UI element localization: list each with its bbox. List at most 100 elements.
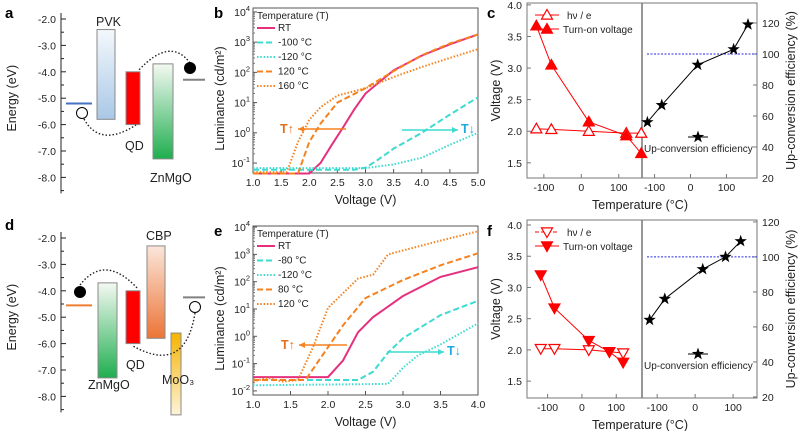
y2-tick-label: 60 xyxy=(762,322,774,334)
triangle-marker xyxy=(544,58,558,70)
y-tick-label: 4.0 xyxy=(507,220,522,232)
x-tick-label: 100 xyxy=(718,182,736,194)
y-tick-label: 4.0 xyxy=(507,0,522,12)
band-label: ZnMgO xyxy=(88,378,130,392)
legend-label: Up-conversion efficiency xyxy=(644,361,753,372)
x-tick-label: 0 xyxy=(578,182,584,194)
star-marker xyxy=(691,130,705,143)
exponent: 4 xyxy=(246,4,250,13)
y2-tick-label: 120 xyxy=(762,18,780,30)
x-tick-label: -100 xyxy=(533,182,554,194)
y2-tick-label: 80 xyxy=(762,287,774,299)
band-label: ZnMgO xyxy=(150,171,192,185)
y2-tick-label: 20 xyxy=(762,392,774,404)
panel-b: b1.0 1.5 2.0 2.5 3.0 3.5 4.0 4.5 5.010-110010110… xyxy=(213,4,485,207)
triangle-marker xyxy=(534,270,548,282)
y-tick-label: -5.0 xyxy=(38,93,56,105)
x-axis-label: Voltage (V) xyxy=(335,193,397,207)
temperature-increase-label: T↑ xyxy=(281,338,295,352)
band-qd xyxy=(125,71,141,126)
y2-tick-label: 100 xyxy=(762,252,780,264)
exponent: 0 xyxy=(246,328,250,337)
triangle-marker xyxy=(529,122,543,134)
series-line-120C xyxy=(253,131,479,170)
band-label: PVK xyxy=(96,15,122,29)
legend-label: Up-conversion efficiency xyxy=(644,144,753,155)
x-tick-label: 0 xyxy=(688,182,694,194)
x-tick-label: -100 xyxy=(647,402,668,414)
star-marker xyxy=(658,292,671,305)
band-qd xyxy=(125,290,141,345)
band-znmgo xyxy=(97,282,118,379)
y-tick-label: 1.5 xyxy=(507,376,522,388)
triangle-marker xyxy=(616,357,630,370)
triangle-marker xyxy=(582,335,596,348)
y-tick-label: -7.0 xyxy=(38,146,56,158)
legend-label: 80 °C xyxy=(278,285,303,296)
y-tick-label: -8.0 xyxy=(38,172,56,184)
x-tick-label: 2.5 xyxy=(330,177,345,189)
star-marker xyxy=(655,98,668,111)
band-label: QD xyxy=(125,139,144,153)
y2-tick-label: 80 xyxy=(762,80,774,92)
star-marker xyxy=(727,42,740,55)
triangle-marker xyxy=(634,146,648,159)
panel-label: f xyxy=(487,223,493,240)
electron-icon xyxy=(184,62,196,74)
x-tick-label: 100 xyxy=(724,402,742,414)
exponent: 2 xyxy=(246,274,250,283)
star-marker xyxy=(719,250,732,263)
triangle-marker xyxy=(634,126,648,138)
series-line-RT xyxy=(253,266,479,379)
arrowhead-icon xyxy=(438,349,444,355)
exponent: -2 xyxy=(243,383,250,392)
x-tick-label: 1.0 xyxy=(246,177,261,189)
band-label: CBP xyxy=(146,229,172,243)
x-tick-label: 2.5 xyxy=(358,399,373,411)
y-tick-label: 100 xyxy=(234,328,250,343)
x-tick-label: 4.5 xyxy=(443,177,458,189)
y-axis-label: Energy (eV) xyxy=(5,284,19,351)
y-tick-label: 2.0 xyxy=(507,126,522,138)
panel-label: b xyxy=(214,5,223,22)
y-tick-label: 3.0 xyxy=(507,282,522,294)
y-tick-label: -8.0 xyxy=(38,391,56,403)
y-tick-label: -7.0 xyxy=(38,365,56,377)
series-line-80C xyxy=(253,252,479,381)
x-tick-label: 1.0 xyxy=(246,399,261,411)
exponent: -1 xyxy=(243,155,250,164)
y-tick-label: 104 xyxy=(234,219,250,234)
x-tick-label: -100 xyxy=(537,402,558,414)
arrowhead-icon xyxy=(452,127,458,133)
y-tick-label: 3.5 xyxy=(507,31,522,43)
panel-d: d -2.0 -3.0 -4.0 -5.0 -6.0 -7.0 -8.0 Energy (eV)… xyxy=(5,217,205,416)
panel-label: a xyxy=(5,5,14,22)
series-line-RT xyxy=(253,33,479,175)
y-axis-label: Voltage (V) xyxy=(489,278,503,340)
y-tick-label: 100 xyxy=(234,125,250,140)
triangle-marker xyxy=(540,227,554,239)
panel-a: a -2.0 -3.0 -4.0 -5.0 -6.0 -7.0 -8.0 Energy (eV)… xyxy=(5,5,205,194)
y-tick-label: 2.5 xyxy=(507,314,522,326)
panel-label: e xyxy=(214,223,222,240)
y-tick-label: 101 xyxy=(234,95,250,110)
x-tick-label: 100 xyxy=(607,402,625,414)
series-line-120C xyxy=(253,33,479,175)
y-axis-label: Luminance (cd/m²) xyxy=(213,266,227,370)
y2-tick-label: 100 xyxy=(762,49,780,61)
y-axis-label: Luminance (cd/m²) xyxy=(213,46,227,150)
exponent: -1 xyxy=(243,356,250,365)
triangle-marker xyxy=(529,19,543,31)
x-tick-label: 4.0 xyxy=(414,177,429,189)
series-line-120C xyxy=(252,230,479,383)
triangle-marker xyxy=(540,241,554,253)
series-line xyxy=(649,240,742,321)
y-tick-label: -2.0 xyxy=(38,233,56,245)
star-marker xyxy=(696,262,709,275)
y2-tick-label: 120 xyxy=(762,217,780,229)
star-marker xyxy=(691,347,705,360)
y-tick-label: 10-1 xyxy=(232,356,250,371)
y-tick-label: -4.0 xyxy=(38,67,56,79)
y-tick-label: 10-1 xyxy=(232,155,250,170)
x-tick-label: 1.5 xyxy=(283,399,298,411)
